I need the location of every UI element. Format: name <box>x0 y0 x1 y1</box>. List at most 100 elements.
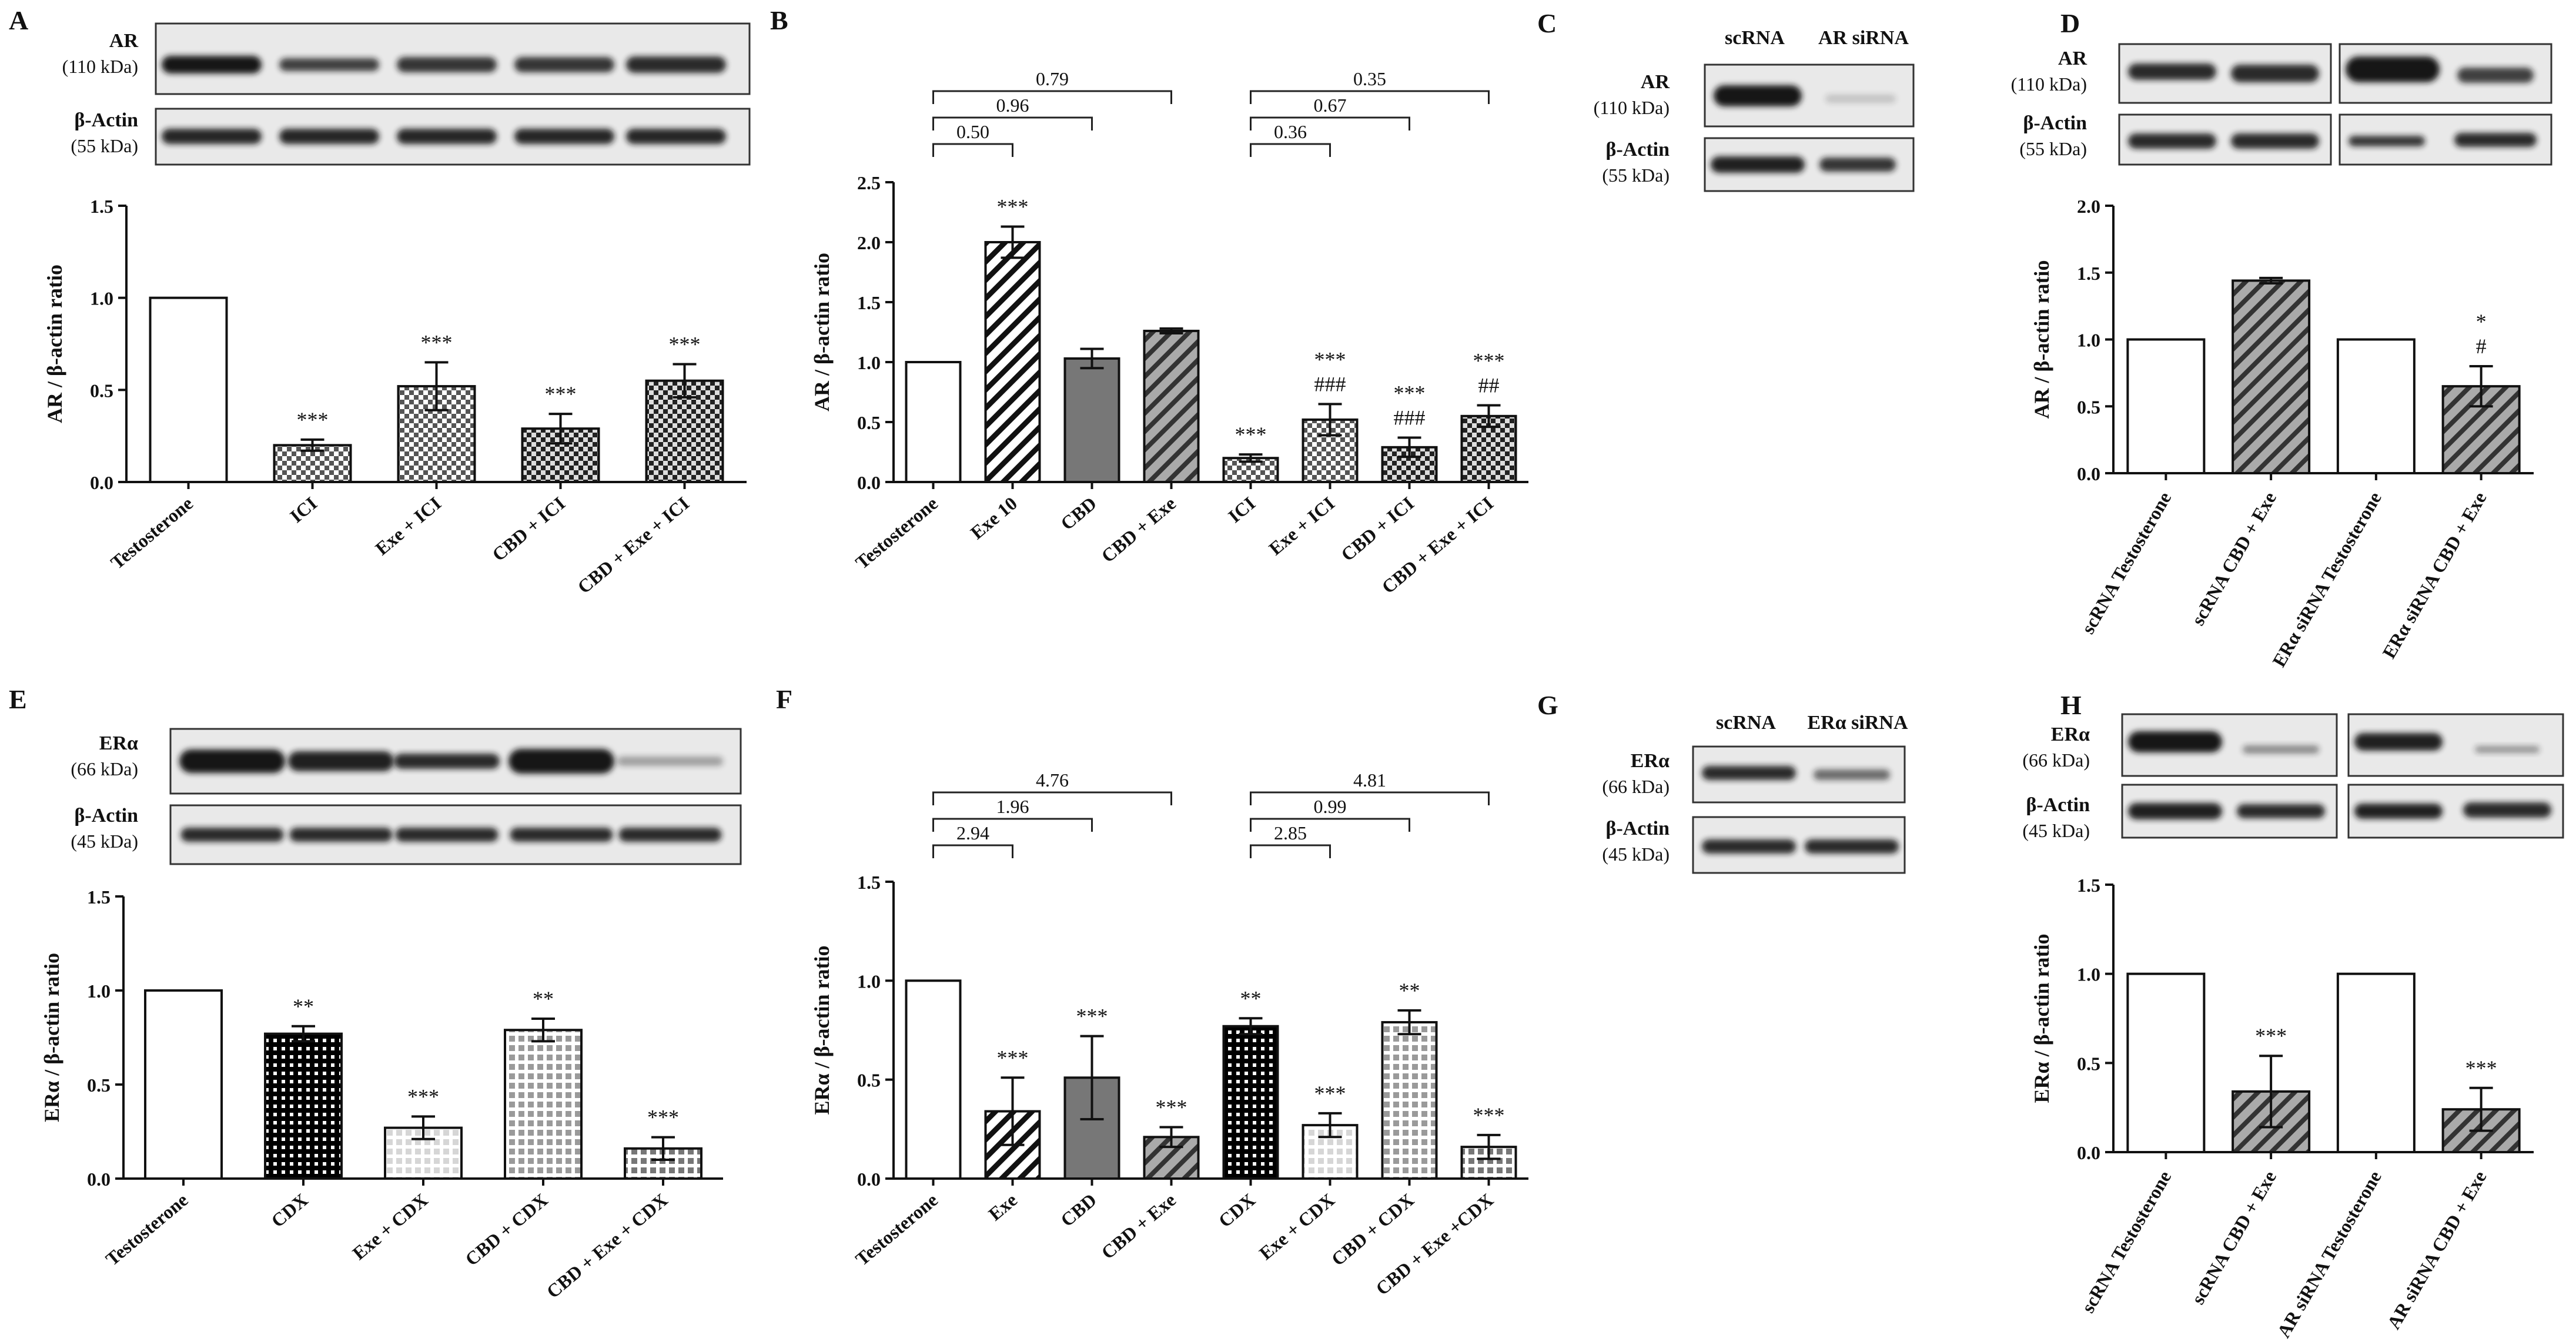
y-tick-label: 0.0 <box>857 472 881 493</box>
comparison-bracket <box>1250 818 1410 832</box>
x-tick-label: Exe + ICI <box>371 493 445 560</box>
x-tick-label: Exe + CDX <box>1255 1189 1339 1264</box>
blot-band <box>1805 839 1899 854</box>
significance-marker: *** <box>1235 423 1267 446</box>
blot-band <box>1819 158 1896 172</box>
y-tick-label: 1.0 <box>857 352 881 373</box>
x-tick-label: ICI <box>1224 493 1259 527</box>
x-tick-label: ERα siRNA Testosterone <box>2268 488 2386 671</box>
y-tick-label: 1.5 <box>90 196 113 217</box>
y-axis-label: ERα / β-actin ratio <box>40 953 63 1122</box>
significance-marker: *** <box>545 382 577 406</box>
y-tick-label: 1.0 <box>87 980 111 1002</box>
significance-marker: ### <box>1394 406 1426 430</box>
x-tick-label: CDX <box>267 1189 312 1231</box>
blot-protein-kda: (110 kDa) <box>1594 97 1670 118</box>
bracket-label: 0.67 <box>1314 95 1347 116</box>
blot-lane-label: scRNA <box>1725 27 1785 49</box>
y-tick-label: 1.0 <box>90 288 113 309</box>
y-tick-label: 0.5 <box>857 1070 881 1091</box>
x-tick-label: CBD + Exe <box>1097 493 1180 567</box>
y-tick-label: 0.0 <box>2077 463 2100 484</box>
x-tick-label: CBD + Exe + CDX <box>543 1189 672 1303</box>
significance-marker: ** <box>1399 979 1420 1002</box>
blot-control-label: β-Actin <box>74 109 138 131</box>
bar <box>2336 338 2416 474</box>
x-tick-label: Testosterone <box>851 493 942 573</box>
blot-band <box>397 57 497 72</box>
comparison-bracket <box>932 844 1013 858</box>
blot-band <box>2457 68 2534 83</box>
blot-d: AR (110 kDa) β-Actin (55 kDa) <box>2011 43 2552 166</box>
y-tick-label: 0.5 <box>857 412 881 433</box>
blot-band <box>394 754 500 769</box>
bracket-label: 0.99 <box>1314 796 1347 817</box>
panel-letter-d: D <box>2060 8 2080 38</box>
x-tick-label: Exe <box>984 1189 1021 1225</box>
blot-control-kda: (45 kDa) <box>71 831 138 852</box>
blot-protein-label: AR <box>2058 48 2087 69</box>
bar <box>149 296 228 483</box>
x-tick-label: ERα siRNA CBD + Exe <box>2378 488 2490 662</box>
blot-band <box>1711 156 1805 173</box>
y-tick-label: 0.5 <box>2077 1053 2100 1074</box>
significance-marker: * <box>2476 310 2487 333</box>
y-tick-label: 1.5 <box>87 886 111 908</box>
blot-band <box>2454 133 2537 147</box>
y-tick-label: 2.0 <box>2077 196 2100 217</box>
x-tick-label: CBD + Exe + ICI <box>573 493 693 598</box>
x-tick-label: scRNA CBD + Exe <box>2187 488 2280 629</box>
blot-band <box>618 828 722 842</box>
y-axis-label: ERα / β-actin ratio <box>2030 933 2053 1103</box>
blot-band <box>279 58 379 71</box>
bracket-label: 0.35 <box>1353 68 1386 89</box>
blot-band <box>2128 63 2216 80</box>
significance-marker: *** <box>669 332 701 356</box>
comparison-bracket <box>932 818 1093 832</box>
y-tick-label: 1.5 <box>857 872 881 893</box>
blot-band <box>2237 804 2325 818</box>
bracket-label: 2.85 <box>1274 822 1307 844</box>
x-tick-label: AR siRNA CBD + Exe <box>2383 1167 2490 1333</box>
y-tick-label: 0.5 <box>90 380 113 401</box>
blot-band <box>2354 804 2443 819</box>
significance-marker: *** <box>1394 381 1426 405</box>
x-tick-label: scRNA Testosterone <box>2077 1167 2175 1317</box>
blot-band <box>1814 769 1890 780</box>
comparison-bracket <box>1250 844 1331 858</box>
blot-band <box>508 749 614 774</box>
significance-marker: ** <box>293 995 314 1018</box>
blot-lane-label: AR siRNA <box>1818 27 1909 49</box>
blot-a: AR (110 kDa) β-Actin (55 kDa) <box>62 22 751 166</box>
x-tick-label: AR siRNA Testosterone <box>2273 1167 2386 1341</box>
blot-band <box>2475 746 2540 753</box>
panel-letter-b: B <box>770 5 788 35</box>
blot-band <box>2231 65 2319 82</box>
bar <box>1063 357 1120 483</box>
blot-protein-label: ERα <box>1631 750 1670 772</box>
blot-protein-kda: (110 kDa) <box>2011 73 2087 95</box>
blot-protein-label: AR <box>109 30 139 52</box>
y-tick-label: 0.5 <box>87 1075 111 1096</box>
blot-protein-kda: (66 kDa) <box>2022 749 2090 771</box>
blot-control-kda: (45 kDa) <box>2022 820 2090 841</box>
bracket-label: 0.50 <box>956 121 989 142</box>
significance-marker: *** <box>647 1106 679 1129</box>
blot-band <box>289 828 393 842</box>
significance-marker: *** <box>2255 1024 2287 1048</box>
bracket-label: 0.96 <box>996 95 1029 116</box>
significance-marker: *** <box>1314 347 1346 371</box>
y-tick-label: 2.5 <box>857 172 881 193</box>
significance-marker: *** <box>1473 1103 1505 1127</box>
x-tick-label: Testosterone <box>102 1189 192 1270</box>
blot-band <box>2243 745 2319 754</box>
x-tick-label: CDX <box>1215 1189 1259 1231</box>
blot-protein-label: ERα <box>99 732 138 754</box>
comparison-bracket <box>1250 791 1490 805</box>
significance-marker: *** <box>1314 1082 1346 1105</box>
blot-band <box>2354 733 2443 751</box>
bracket-label: 4.76 <box>1036 769 1069 791</box>
panel-letter-g: G <box>1537 690 1558 720</box>
significance-marker: *** <box>1076 1005 1108 1028</box>
